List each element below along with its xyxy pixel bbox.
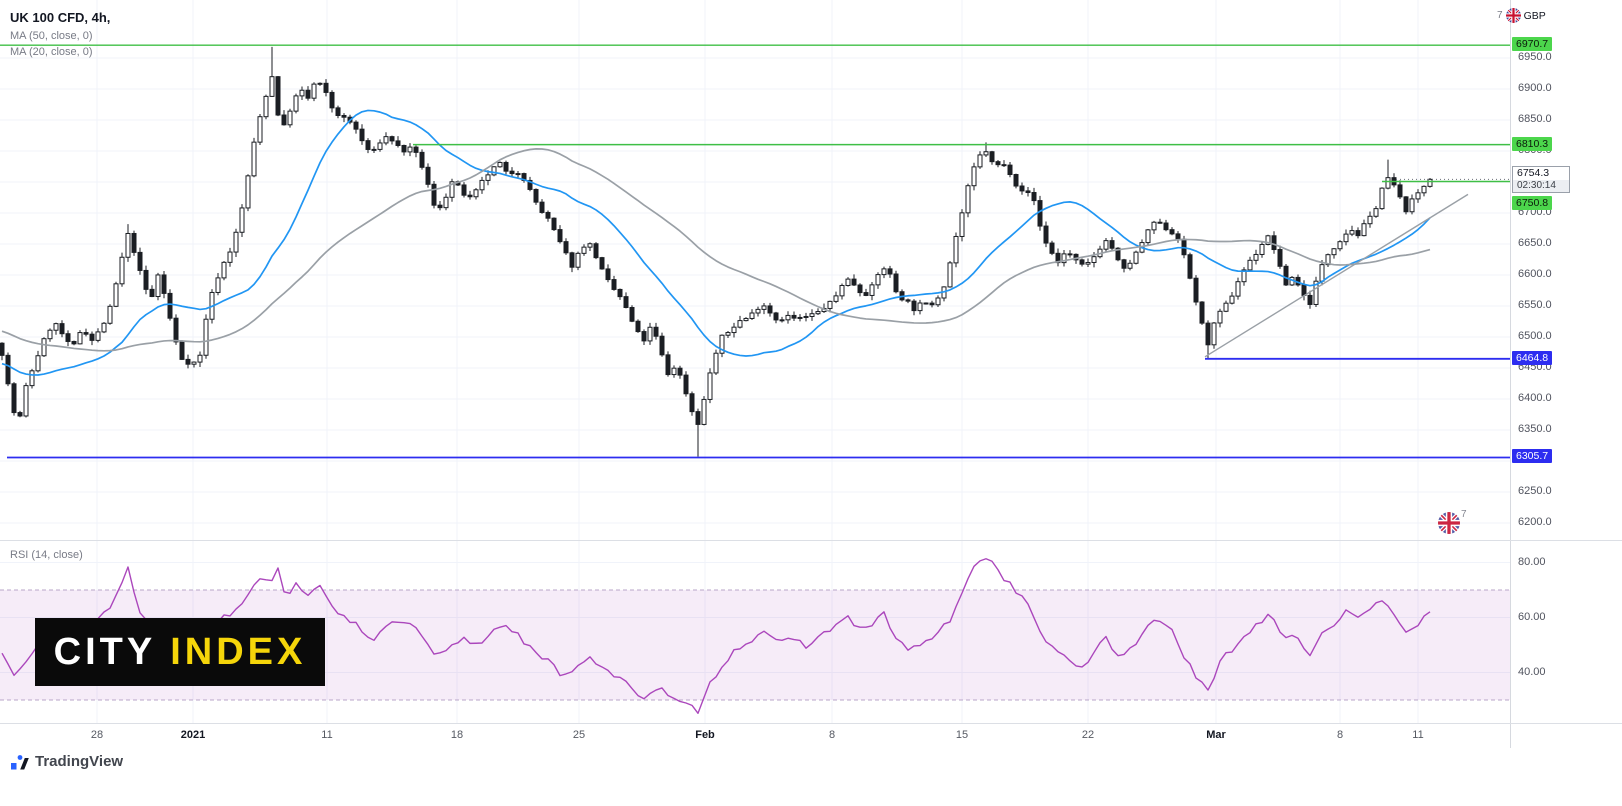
price-tick-label: 6350.0 — [1518, 423, 1552, 435]
time-tick-label: 18 — [450, 729, 464, 741]
rsi-tick-label: 80.00 — [1518, 555, 1546, 568]
uk-flag-icon — [1438, 512, 1460, 534]
price-axis[interactable]: 7 GBP 6950.06900.06850.06800.06750.06700… — [1497, 0, 1622, 748]
price-tick-label: 6900.0 — [1518, 82, 1552, 94]
price-tick-label: 6850.0 — [1518, 113, 1552, 125]
price-tick-label: 6550.0 — [1518, 299, 1552, 311]
price-tick-label: 6650.0 — [1518, 237, 1552, 249]
time-tick-label: 28 — [90, 729, 104, 741]
time-tick-label: Feb — [695, 729, 715, 741]
current-price-label: 6754.3 02:30:14 — [1512, 166, 1570, 194]
time-tick-label: Mar — [1206, 729, 1226, 741]
level-price-label: 6750.8 — [1512, 196, 1553, 210]
level-price-label: 6810.3 — [1512, 136, 1553, 151]
bar-countdown: 02:30:14 — [1513, 180, 1569, 193]
tradingview-label: TradingView — [35, 753, 124, 770]
time-axis-separator — [0, 723, 1622, 724]
pane-separator[interactable] — [0, 540, 1622, 541]
chart-legend: UK 100 CFD, 4h, MA (50, close, 0) MA (20… — [10, 10, 110, 62]
price-tick-label: 6250.0 — [1518, 485, 1552, 497]
rsi-tick-label: 60.00 — [1518, 610, 1546, 623]
price-tick-label: 6500.0 — [1518, 330, 1552, 342]
tradingview-logo[interactable]: TradingView — [10, 752, 123, 771]
time-axis[interactable]: 28 2021 11 18 25 Feb 8 15 22 Mar 8 11 — [0, 723, 1510, 748]
tradingview-glyph-icon — [11, 755, 29, 770]
city-index-word1: CITY — [53, 630, 157, 673]
instrument-badge-count: 7 — [1461, 509, 1467, 520]
price-tick-label: 6200.0 — [1518, 516, 1552, 528]
time-tick-label: 25 — [572, 729, 586, 741]
time-tick-label: 8 — [828, 729, 836, 741]
rsi-tick-label: 40.00 — [1518, 665, 1546, 678]
time-tick-label: 15 — [955, 729, 969, 741]
city-index-word2: INDEX — [170, 630, 307, 673]
level-price-label: 6464.8 — [1512, 350, 1553, 365]
currency-label: GBP — [1523, 9, 1546, 22]
instrument-flag-badge: 7 — [1438, 509, 1467, 534]
ma20-legend-item[interactable]: MA (20, close, 0) — [10, 46, 93, 58]
current-price-value: 6754.3 — [1517, 167, 1550, 180]
ma50-legend-item[interactable]: MA (50, close, 0) — [10, 30, 93, 42]
price-tick-label: 6400.0 — [1518, 392, 1552, 404]
time-tick-label: 2021 — [180, 729, 206, 741]
rsi-legend-item[interactable]: RSI (14, close) — [10, 549, 83, 561]
price-chart-canvas[interactable] — [0, 0, 1510, 540]
symbol-title[interactable]: UK 100 CFD, 4h, — [10, 10, 111, 25]
uk-flag-icon — [1505, 8, 1521, 23]
city-index-logo: CITY INDEX — [35, 618, 325, 686]
currency-header: 7 GBP — [1497, 8, 1546, 23]
level-price-label: 6970.7 — [1512, 37, 1553, 52]
price-tick-label: 6600.0 — [1518, 268, 1552, 280]
price-tick-label: 6950.0 — [1518, 51, 1552, 63]
time-tick-label: 22 — [1081, 729, 1095, 741]
time-tick-label: 8 — [1336, 729, 1344, 741]
level-price-label: 6305.7 — [1512, 449, 1553, 464]
time-tick-label: 11 — [321, 729, 333, 741]
currency-note: 7 — [1497, 10, 1503, 21]
time-tick-label: 11 — [1412, 729, 1424, 741]
